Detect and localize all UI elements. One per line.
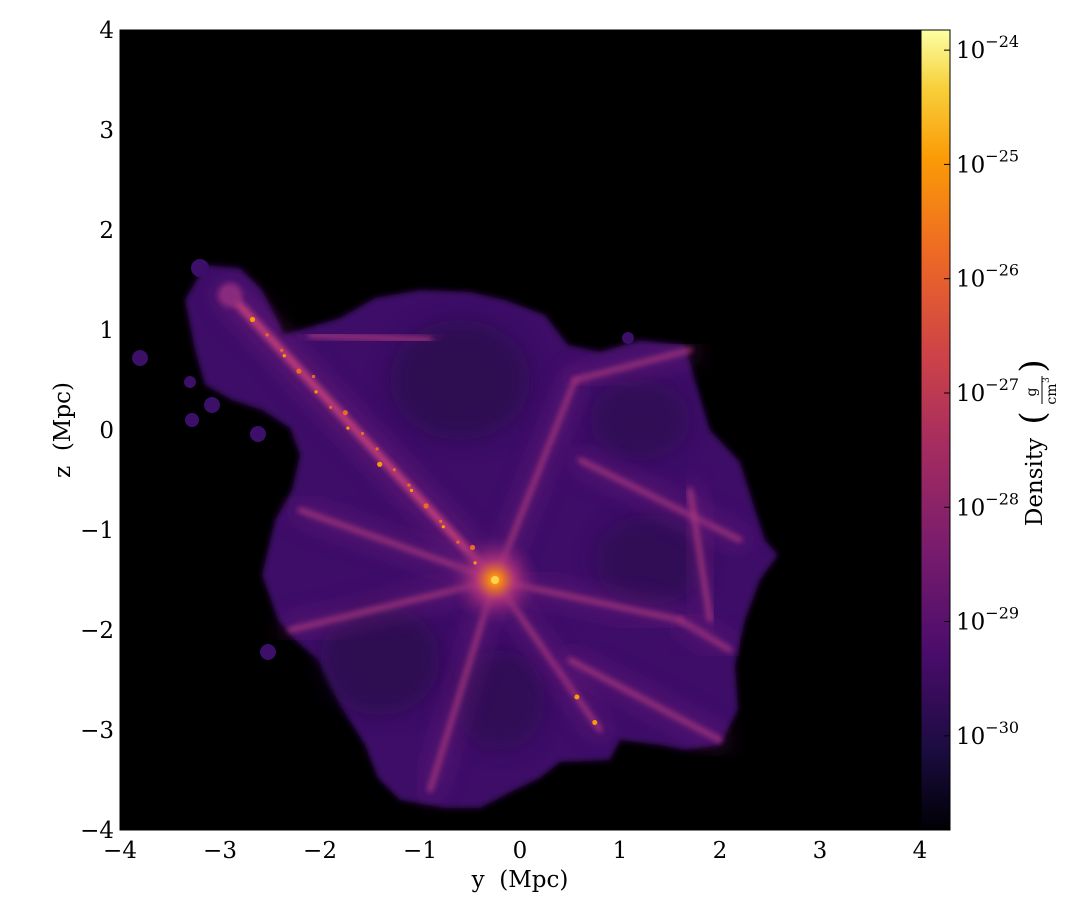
filament-knot (296, 368, 302, 374)
colorbar-unit-numerator: g (1024, 387, 1040, 396)
x-tick-label: 0 (513, 838, 528, 864)
colorbar-ticks: 10−24 10−25 10−26 10−27 10−28 10−29 10−30 (944, 32, 1019, 750)
x-axis-label: y (Mpc) (471, 867, 569, 893)
filament (677, 617, 733, 653)
colorbar (920, 29, 951, 831)
filament-knot (265, 333, 269, 337)
x-tick-label: −1 (403, 838, 437, 864)
colorbar-tick-label: 10−24 (956, 32, 1019, 64)
gas-clump (250, 426, 266, 442)
x-tick-label: −3 (203, 838, 237, 864)
colorbar-tick-label: 10−25 (956, 146, 1019, 178)
colorbar-paren-right: ) (1013, 359, 1053, 372)
colorbar-tick-label: 10−27 (956, 375, 1019, 407)
filament-knot (311, 374, 316, 379)
central-halo-core (491, 576, 499, 584)
filament-knot (592, 720, 598, 725)
colorbar-tick-label: 10−30 (956, 718, 1019, 750)
filament-knot (282, 354, 286, 358)
y-tick-label: 0 (99, 418, 114, 444)
void (595, 515, 705, 605)
x-tick-label: 4 (913, 838, 928, 864)
filament-knot (329, 405, 333, 409)
colorbar-label: Density ( g cm 3 ) (1013, 359, 1060, 526)
y-axis-label: z (Mpc) (50, 382, 76, 478)
filament (687, 487, 713, 623)
filament (226, 291, 499, 584)
filament-knot (392, 468, 396, 472)
filament (577, 457, 743, 543)
filament-knot (377, 461, 383, 467)
filament-knot (314, 390, 318, 394)
void (455, 650, 545, 750)
x-tick-label: 2 (713, 838, 728, 864)
colorbar-tick-label: 10−26 (956, 261, 1019, 293)
colorbar-label-text: Density (1022, 438, 1048, 526)
colorbar-paren-left: ( (1013, 411, 1053, 424)
gas-clump (260, 644, 276, 660)
filament-knot (360, 431, 365, 436)
filament-knot (280, 348, 284, 352)
gas-clump (185, 413, 199, 427)
filament-knot (469, 544, 476, 551)
gas-clump (204, 397, 220, 413)
void (320, 605, 440, 715)
filament-knot (456, 540, 460, 544)
x-tick-label: −2 (303, 838, 337, 864)
filament-knots (218, 283, 598, 725)
y-tick-label: −2 (80, 618, 114, 644)
filament (307, 332, 433, 343)
colorbar-tick-label: 10−28 (956, 489, 1019, 521)
filament-knot (441, 525, 445, 529)
colorbar-unit-exponent: 3 (1042, 377, 1052, 383)
y-axis: −4 −3 −2 −1 0 1 2 3 4 (80, 18, 127, 844)
filament-knot (407, 483, 411, 487)
filament-knot (342, 410, 348, 416)
filament-knot (375, 447, 379, 451)
gas-clump (132, 350, 148, 366)
void (590, 380, 690, 460)
filament (567, 657, 723, 743)
y-tick-label: −3 (80, 718, 114, 744)
gas-clump (184, 376, 196, 388)
colorbar-unit-denominator: cm (1044, 383, 1060, 404)
x-tick-label: 3 (813, 838, 828, 864)
filament-knot (423, 503, 429, 509)
filament (572, 347, 693, 383)
x-axis: −4 −3 −2 −1 0 1 2 3 4 (103, 823, 927, 864)
filament-knot (409, 488, 414, 493)
x-tick-label: 1 (613, 838, 628, 864)
filament-knot (574, 694, 580, 700)
y-tick-label: −4 (80, 818, 114, 844)
colorbar-tick-label: 10−29 (956, 604, 1019, 636)
y-tick-label: 1 (99, 318, 114, 344)
filament-knot (439, 519, 443, 523)
gas-clump (191, 259, 209, 277)
void (390, 320, 530, 440)
y-tick-label: 2 (99, 218, 114, 244)
y-tick-label: 3 (99, 118, 114, 144)
filament-knot (218, 283, 242, 307)
filament-knot (346, 426, 350, 430)
filament-knot (473, 561, 477, 565)
gas-clump (622, 332, 634, 344)
filament-knot (249, 316, 256, 323)
y-tick-label: −1 (80, 518, 114, 544)
y-tick-label: 4 (99, 18, 114, 44)
x-tick-label: −4 (103, 838, 137, 864)
